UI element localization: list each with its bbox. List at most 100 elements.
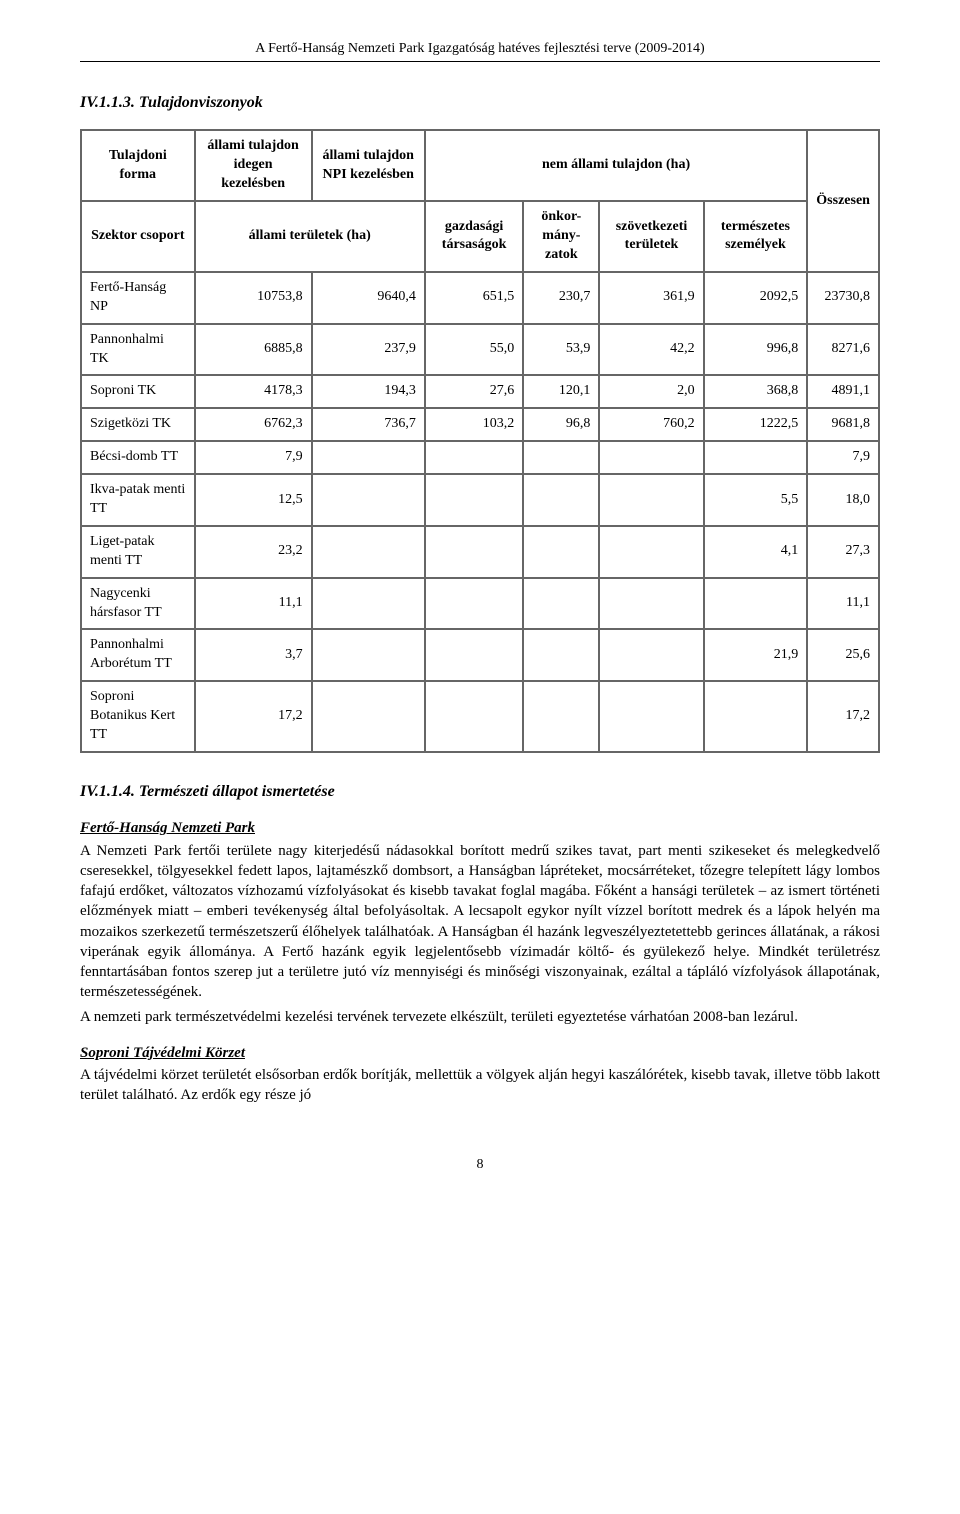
section-heading-2: IV.1.1.4. Természeti állapot ismertetése [80, 781, 880, 803]
cell: 230,7 [523, 272, 599, 324]
cell: 12,5 [195, 474, 312, 526]
row-label: Nagycenki hársfasor TT [81, 578, 195, 630]
cell: 11,1 [195, 578, 312, 630]
cell [523, 526, 599, 578]
cell: 9640,4 [312, 272, 425, 324]
th-tulajdoni-forma: Tulajdoni forma [81, 130, 195, 201]
row-label: Liget-patak menti TT [81, 526, 195, 578]
cell: 237,9 [312, 324, 425, 376]
cell [425, 578, 523, 630]
cell [425, 474, 523, 526]
cell: 6885,8 [195, 324, 312, 376]
cell: 7,9 [195, 441, 312, 474]
cell: 194,3 [312, 375, 425, 408]
row-label: Soproni TK [81, 375, 195, 408]
cell [599, 441, 703, 474]
cell [523, 629, 599, 681]
table-row: Soproni TK4178,3194,327,6120,12,0368,848… [81, 375, 879, 408]
para-heading-soproni: Soproni Tájvédelmi Körzet [80, 1043, 880, 1063]
cell: 9681,8 [807, 408, 879, 441]
table-row: Ikva-patak menti TT12,5 5,518,0 [81, 474, 879, 526]
table-row: Fertő-Hanság NP10753,89640,4651,5230,736… [81, 272, 879, 324]
th-osszesen: Összesen [807, 130, 879, 271]
table-row: Liget-patak menti TT23,2 4,127,3 [81, 526, 879, 578]
cell [523, 681, 599, 752]
cell: 2092,5 [704, 272, 808, 324]
cell [599, 526, 703, 578]
cell: 27,6 [425, 375, 523, 408]
th-npi: állami tulajdon NPI kezelésben [312, 130, 425, 201]
cell: 2,0 [599, 375, 703, 408]
page-number: 8 [80, 1156, 880, 1175]
row-label: Fertő-Hanság NP [81, 272, 195, 324]
cell: 651,5 [425, 272, 523, 324]
cell [599, 578, 703, 630]
cell [599, 474, 703, 526]
table-row: Soproni Botanikus Kert TT17,217,2 [81, 681, 879, 752]
row-label: Soproni Botanikus Kert TT [81, 681, 195, 752]
cell: 17,2 [195, 681, 312, 752]
cell: 8271,6 [807, 324, 879, 376]
cell: 760,2 [599, 408, 703, 441]
cell [312, 441, 425, 474]
th-gazdasagi: gazdasági társaságok [425, 201, 523, 272]
cell: 11,1 [807, 578, 879, 630]
cell: 23730,8 [807, 272, 879, 324]
cell: 18,0 [807, 474, 879, 526]
cell: 4178,3 [195, 375, 312, 408]
cell [704, 578, 808, 630]
cell [312, 474, 425, 526]
cell [425, 441, 523, 474]
table-row: Bécsi-domb TT7,97,9 [81, 441, 879, 474]
cell: 361,9 [599, 272, 703, 324]
cell [599, 629, 703, 681]
row-label: Bécsi-domb TT [81, 441, 195, 474]
cell [704, 681, 808, 752]
cell: 21,9 [704, 629, 808, 681]
section-heading-1: IV.1.1.3. Tulajdonviszonyok [80, 92, 880, 114]
table-row: Nagycenki hársfasor TT11,111,1 [81, 578, 879, 630]
cell: 3,7 [195, 629, 312, 681]
ownership-table: Tulajdoni forma állami tulajdon idegen k… [80, 129, 880, 752]
para-soproni: A tájvédelmi körzet területét elsősorban… [80, 1065, 880, 1106]
row-label: Pannonhalmi TK [81, 324, 195, 376]
cell: 23,2 [195, 526, 312, 578]
cell [425, 526, 523, 578]
table-row: Pannonhalmi TK6885,8237,955,053,942,2996… [81, 324, 879, 376]
th-term: természetes személyek [704, 201, 808, 272]
para-ferto-1: A Nemzeti Park fertői területe nagy kite… [80, 841, 880, 1003]
cell: 5,5 [704, 474, 808, 526]
cell [425, 629, 523, 681]
para-ferto-2: A nemzeti park természetvédelmi kezelési… [80, 1007, 880, 1027]
cell: 103,2 [425, 408, 523, 441]
cell [312, 629, 425, 681]
th-idegen: állami tulajdon idegen kezelésben [195, 130, 312, 201]
cell [425, 681, 523, 752]
cell: 1222,5 [704, 408, 808, 441]
cell: 7,9 [807, 441, 879, 474]
cell: 368,8 [704, 375, 808, 408]
th-onkor: önkor-mány-zatok [523, 201, 599, 272]
cell: 27,3 [807, 526, 879, 578]
para-heading-ferto: Fertő-Hanság Nemzeti Park [80, 818, 880, 838]
cell [312, 681, 425, 752]
cell [599, 681, 703, 752]
table-row: Szigetközi TK6762,3736,7103,296,8760,212… [81, 408, 879, 441]
cell: 17,2 [807, 681, 879, 752]
cell: 4,1 [704, 526, 808, 578]
cell: 53,9 [523, 324, 599, 376]
th-szov: szövetkezeti területek [599, 201, 703, 272]
cell [312, 526, 425, 578]
table-row: Pannonhalmi Arborétum TT3,721,925,6 [81, 629, 879, 681]
cell: 736,7 [312, 408, 425, 441]
page-header: A Fertő-Hanság Nemzeti Park Igazgatóság … [80, 40, 880, 59]
cell [312, 578, 425, 630]
cell [523, 441, 599, 474]
cell [704, 441, 808, 474]
cell: 996,8 [704, 324, 808, 376]
header-rule [80, 61, 880, 62]
cell: 25,6 [807, 629, 879, 681]
row-label: Szigetközi TK [81, 408, 195, 441]
row-label: Ikva-patak menti TT [81, 474, 195, 526]
cell: 6762,3 [195, 408, 312, 441]
